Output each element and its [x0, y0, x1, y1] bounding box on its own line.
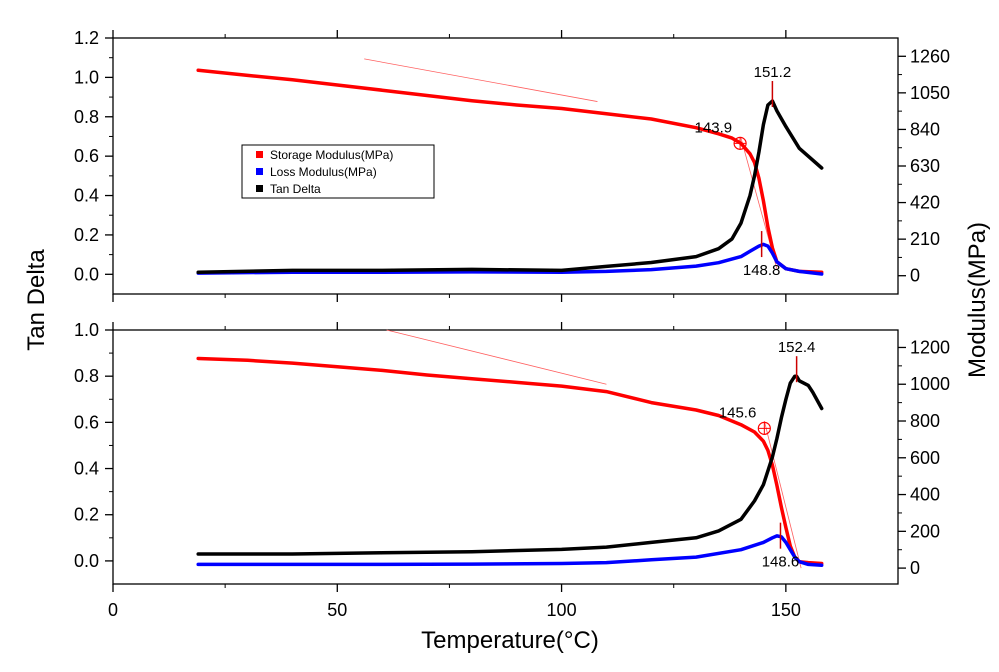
x-tick-label: 0 [108, 600, 118, 620]
right-tick-label: 840 [910, 119, 940, 139]
right-tick-label: 0 [910, 558, 920, 578]
plot-frame [112, 329, 899, 585]
tan-delta-peak-label: 152.4 [778, 339, 816, 356]
onset-label: 145.6 [719, 404, 757, 421]
left-tick-label: 0.8 [74, 107, 99, 127]
loss-modulus-series [196, 534, 824, 568]
tan-delta-peak-label: 151.2 [754, 64, 792, 81]
left-tick-label: 0.4 [74, 459, 99, 479]
tangent-line [364, 58, 598, 102]
left-tick-label: 0.6 [74, 146, 99, 166]
legend-label: Loss Modulus(MPa) [270, 165, 377, 179]
left-y-axis-title: Tan Delta [23, 249, 50, 351]
left-tick-label: 0.2 [74, 505, 99, 525]
tangent-line [763, 420, 802, 569]
x-tick-label: 50 [327, 600, 347, 620]
right-y-axis-title: Modulus(MPa) [964, 222, 991, 378]
left-tick-label: 1.2 [74, 28, 99, 48]
left-tick-label: 1.0 [74, 67, 99, 87]
left-tick-label: 0.4 [74, 186, 99, 206]
loss-modulus-peak-label: 148.8 [743, 262, 781, 279]
left-tick-label: 0.6 [74, 412, 99, 432]
storage-modulus-series [196, 356, 824, 566]
right-tick-label: 420 [910, 193, 940, 213]
legend-box [241, 144, 435, 199]
legend-swatch [256, 151, 263, 158]
left-tick-label: 1.0 [74, 320, 99, 340]
loss-modulus-series [196, 242, 824, 276]
tangent-line [386, 329, 607, 385]
top-panel: 0.0 0.2 0.4 0.6 0.8 1.0 1.2 0 210 420 630 840 1050 12… [74, 28, 950, 302]
x-axis: 0 50 100 150 [108, 600, 801, 620]
right-tick-label: 210 [910, 229, 940, 249]
loss-modulus-peak-label: 148.6 [762, 554, 800, 571]
x-axis-title: Temperature(°C) [421, 627, 599, 654]
right-tick-label: 1260 [910, 46, 950, 66]
legend-swatch [256, 185, 263, 192]
right-tick-label: 800 [910, 411, 940, 431]
left-tick-label: 0.2 [74, 225, 99, 245]
right-tick-label: 600 [910, 448, 940, 468]
legend-label: Tan Delta [270, 182, 321, 196]
storage-modulus-series [196, 68, 824, 274]
right-tick-label: 1200 [910, 337, 950, 357]
legend-label: Storage Modulus(MPa) [270, 148, 393, 162]
right-tick-label: 630 [910, 156, 940, 176]
x-tick-label: 100 [547, 600, 577, 620]
legend-swatch [256, 168, 263, 175]
left-tick-label: 0.0 [74, 264, 99, 284]
tan-delta-series [196, 99, 824, 275]
bottom-panel: 0.0 0.2 0.4 0.6 0.8 1.0 0 200 400 600 800 1000 1200 1… [74, 320, 950, 592]
left-tick-label: 0.0 [74, 551, 99, 571]
tan-delta-series [196, 374, 824, 556]
right-tick-label: 400 [910, 485, 940, 505]
left-tick-label: 0.8 [74, 366, 99, 386]
right-tick-label: 200 [910, 521, 940, 541]
right-tick-label: 0 [910, 266, 920, 286]
legend: Storage Modulus(MPa) Loss Modulus(MPa) Tan… [241, 144, 435, 199]
onset-label: 143.9 [695, 119, 733, 136]
right-tick-label: 1000 [910, 374, 950, 394]
x-tick-label: 150 [771, 600, 801, 620]
right-tick-label: 1050 [910, 83, 950, 103]
